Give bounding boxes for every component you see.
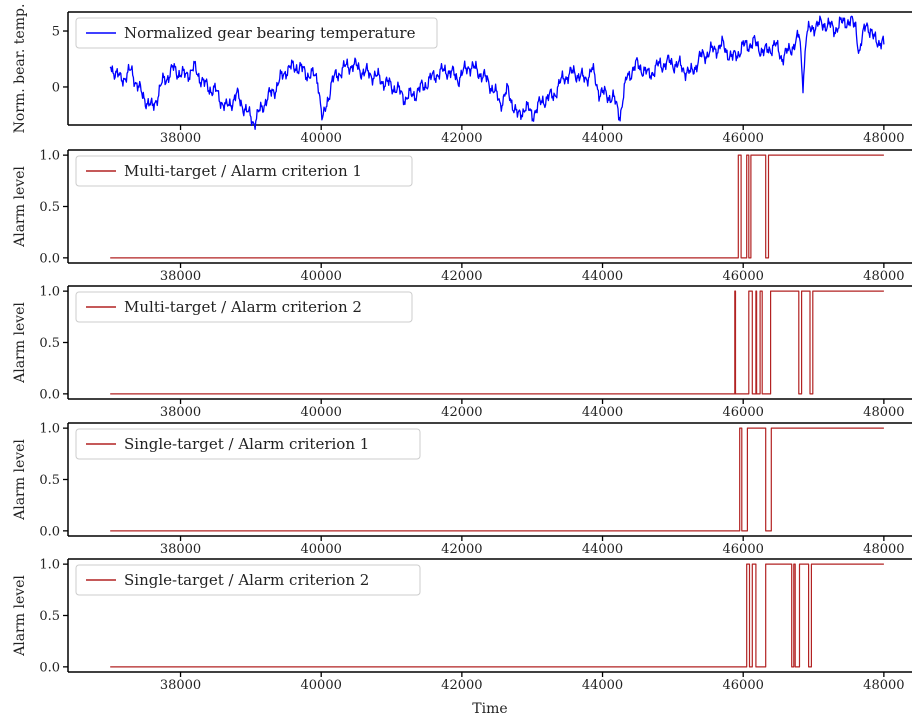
x-tick-label: 46000 — [723, 131, 764, 146]
legend-box — [75, 564, 421, 596]
chart-panel-3: 0.0 0.5 1.0 38000 40000 42000 44000 46000 48000 A… — [12, 285, 912, 420]
x-tick-label: 40000 — [301, 405, 342, 420]
y-tick-label: 0.5 — [39, 200, 60, 215]
chart-panel-2: 0.0 0.5 1.0 38000 40000 42000 44000 46000 48000 A… — [12, 149, 912, 284]
chart-panel-5: 0.0 0.5 1.0 38000 40000 42000 44000 46000 48000 A… — [12, 558, 912, 717]
x-tick-label: 44000 — [582, 405, 623, 420]
x-tick-label: 48000 — [863, 542, 904, 557]
y-axis-label: Alarm level — [12, 575, 28, 657]
x-tick-label: 48000 — [863, 131, 904, 146]
x-tick-label: 46000 — [723, 405, 764, 420]
chart-panel-4: 0.0 0.5 1.0 38000 40000 42000 44000 46000 48000 A… — [12, 422, 912, 557]
x-tick-label: 44000 — [582, 131, 623, 146]
legend-label: Normalized gear bearing temperature — [124, 24, 416, 42]
y-tick-label: 5 — [52, 25, 60, 40]
x-tick-label: 44000 — [582, 269, 623, 284]
y-tick-label: 1.0 — [39, 149, 60, 164]
legend-label: Multi-target / Alarm criterion 2 — [124, 298, 362, 316]
x-tick-label: 46000 — [723, 542, 764, 557]
y-tick-label: 0.0 — [39, 524, 60, 539]
x-tick-label: 38000 — [160, 542, 201, 557]
x-tick-label: 38000 — [160, 131, 201, 146]
x-tick-label: 38000 — [160, 269, 201, 284]
y-tick-label: 0.5 — [39, 336, 60, 351]
legend-label: Single-target / Alarm criterion 1 — [124, 435, 369, 453]
y-axis-label: Alarm level — [12, 166, 28, 248]
series-line-1 — [110, 290, 884, 395]
x-tick-label: 40000 — [301, 678, 342, 693]
x-tick-label: 38000 — [160, 405, 201, 420]
x-tick-label: 42000 — [441, 678, 482, 693]
series-line-1 — [109, 15, 885, 130]
x-tick-label: 42000 — [441, 542, 482, 557]
y-tick-label: 1.0 — [39, 422, 60, 437]
y-axis-label: Alarm level — [12, 439, 28, 521]
y-axis-label: Norm. bear. temp. — [12, 4, 28, 134]
legend-box — [75, 428, 421, 460]
x-tick-label: 38000 — [160, 678, 201, 693]
x-tick-label: 40000 — [301, 542, 342, 557]
x-tick-label: 42000 — [441, 131, 482, 146]
x-tick-label: 46000 — [723, 678, 764, 693]
x-tick-label: 48000 — [863, 678, 904, 693]
x-tick-label: 40000 — [301, 131, 342, 146]
x-tick-label: 40000 — [301, 269, 342, 284]
x-axis-label: Time — [472, 701, 507, 717]
legend-box — [75, 291, 413, 323]
legend-label: Single-target / Alarm criterion 2 — [124, 571, 369, 589]
series-line-1 — [110, 154, 884, 259]
x-tick-label: 42000 — [441, 405, 482, 420]
x-tick-label: 44000 — [582, 678, 623, 693]
y-tick-label: 0.0 — [39, 660, 60, 675]
x-tick-label: 44000 — [582, 542, 623, 557]
y-tick-label: 0.0 — [39, 387, 60, 402]
series-line-1 — [110, 563, 884, 668]
y-tick-label: 0 — [52, 80, 60, 95]
y-tick-label: 1.0 — [39, 285, 60, 300]
chart-panel-1: 0 5 38000 40000 42000 44000 46000 48000 Norm. be… — [12, 4, 912, 146]
y-tick-label: 0.5 — [39, 473, 60, 488]
legend-label: Multi-target / Alarm criterion 1 — [124, 162, 362, 180]
y-tick-label: 0.5 — [39, 609, 60, 624]
x-tick-label: 42000 — [441, 269, 482, 284]
y-axis-label: Alarm level — [12, 302, 28, 384]
x-tick-label: 48000 — [863, 405, 904, 420]
y-tick-label: 0.0 — [39, 251, 60, 266]
legend-box — [75, 17, 438, 49]
legend-box — [75, 155, 413, 187]
x-tick-label: 46000 — [723, 269, 764, 284]
series-line-1 — [110, 427, 884, 532]
y-tick-label: 1.0 — [39, 558, 60, 573]
x-tick-label: 48000 — [863, 269, 904, 284]
